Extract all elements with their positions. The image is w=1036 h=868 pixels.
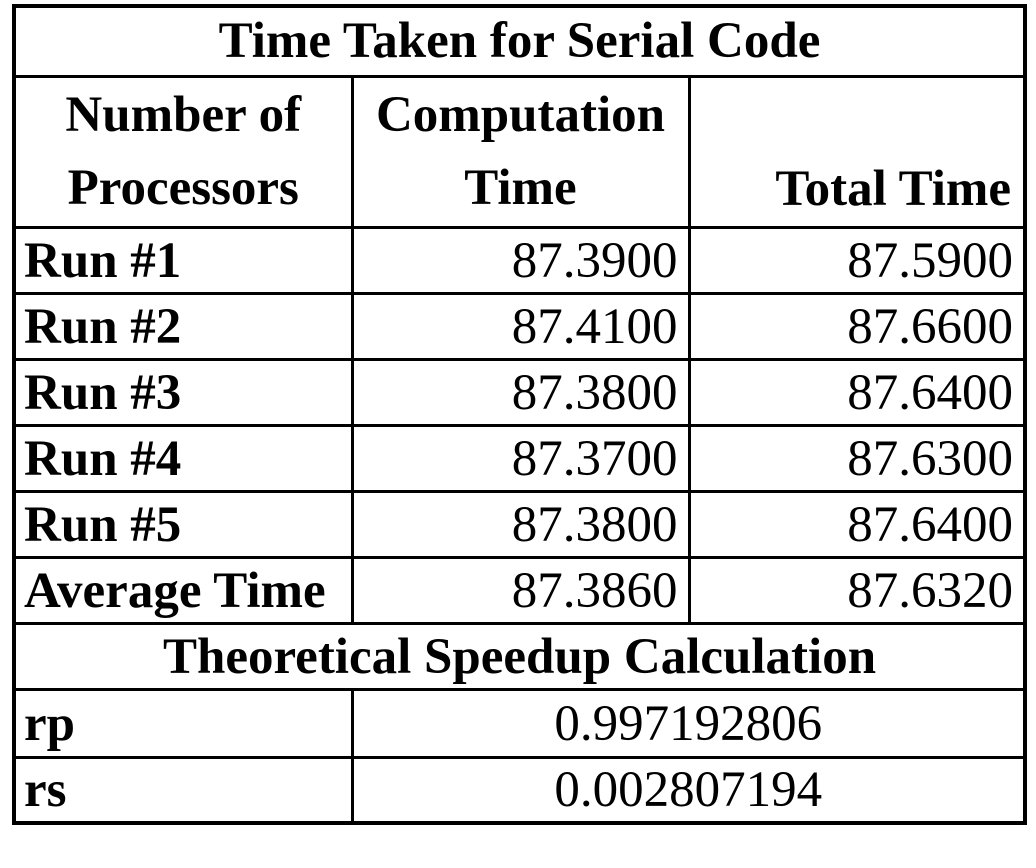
page: Time Taken for Serial Code Number of Pro…: [12, 4, 1028, 825]
table-row-run-4: Run #4 87.3700 87.6300: [12, 424, 1027, 494]
computation-time-cell: 87.4100: [350, 292, 691, 362]
table-row-run-5: Run #5 87.3800 87.6400: [12, 490, 1027, 560]
rp-label: rp: [12, 688, 354, 760]
speedup-section-title-row: Theoretical Speedup Calculation: [12, 622, 1027, 692]
computation-time-cell: 87.3800: [350, 358, 691, 428]
table-header-row: Number of Processors Computation Time To…: [12, 74, 1027, 230]
table-row-average-time: Average Time 87.3860 87.6320: [12, 556, 1027, 626]
speedup-section-title: Theoretical Speedup Calculation: [12, 622, 1027, 692]
computation-time-cell: 87.3800: [350, 490, 691, 560]
rs-label: rs: [12, 756, 354, 825]
table-title: Time Taken for Serial Code: [12, 4, 1027, 78]
total-time-cell: 87.6300: [687, 424, 1027, 494]
rs-value: 0.002807194: [350, 756, 1027, 825]
row-label: Run #5: [12, 490, 354, 560]
rp-value: 0.997192806: [350, 688, 1027, 760]
table-row-run-3: Run #3 87.3800 87.6400: [12, 358, 1027, 428]
computation-time-cell: 87.3900: [350, 226, 691, 296]
speedup-row-rs: rs 0.002807194: [12, 756, 1027, 825]
col-header-total-time: Total Time: [687, 74, 1027, 230]
total-time-cell: 87.6320: [687, 556, 1027, 626]
total-time-cell: 87.6600: [687, 292, 1027, 362]
row-label: Run #1: [12, 226, 354, 296]
table-title-row: Time Taken for Serial Code: [12, 4, 1027, 78]
total-time-cell: 87.5900: [687, 226, 1027, 296]
col-header-number-of-processors: Number of Processors: [12, 74, 354, 230]
speedup-row-rp: rp 0.997192806: [12, 688, 1027, 760]
computation-time-cell: 87.3860: [350, 556, 691, 626]
row-label: Average Time: [12, 556, 354, 626]
row-label: Run #4: [12, 424, 354, 494]
computation-time-cell: 87.3700: [350, 424, 691, 494]
table-row-run-2: Run #2 87.4100 87.6600: [12, 292, 1027, 362]
table-row-run-1: Run #1 87.3900 87.5900: [12, 226, 1027, 296]
total-time-cell: 87.6400: [687, 358, 1027, 428]
row-label: Run #2: [12, 292, 354, 362]
total-time-cell: 87.6400: [687, 490, 1027, 560]
serial-code-table: Time Taken for Serial Code Number of Pro…: [12, 4, 1028, 825]
col-header-computation-time: Computation Time: [350, 74, 691, 230]
row-label: Run #3: [12, 358, 354, 428]
